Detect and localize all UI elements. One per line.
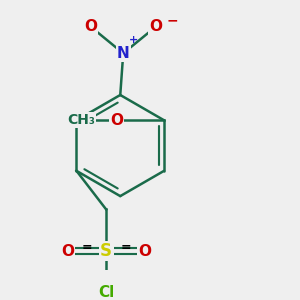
Text: O: O (84, 19, 97, 34)
Text: =: = (82, 241, 92, 254)
Text: Cl: Cl (98, 285, 114, 300)
Text: CH₃: CH₃ (67, 113, 95, 127)
Text: S: S (100, 242, 112, 260)
Text: O: O (110, 113, 123, 128)
Text: O: O (138, 244, 152, 259)
Text: O: O (149, 19, 162, 34)
Text: N: N (117, 46, 130, 61)
Text: +: + (129, 35, 138, 45)
Text: =: = (120, 241, 131, 254)
Text: −: − (167, 14, 178, 28)
Text: O: O (61, 244, 74, 259)
